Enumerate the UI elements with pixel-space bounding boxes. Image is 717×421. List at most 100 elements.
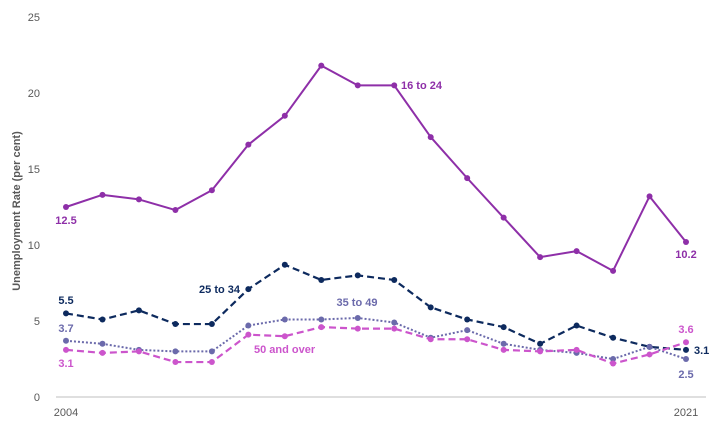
data-point [683,238,689,245]
data-point [610,334,617,341]
series-35-to-49 [63,314,689,362]
data-point [537,254,544,261]
y-tick-label: 20 [28,88,40,100]
label-layer: 16 to 24 25 to 34 35 to 49 50 and over 12.5 1… [55,80,709,381]
data-label: 3.6 [678,324,693,336]
data-point [683,346,689,353]
data-point [500,214,507,221]
data-point [63,346,69,353]
series-25-to-34 [63,261,689,353]
data-point [318,316,325,323]
data-point [646,193,653,200]
y-tick-label: 0 [34,392,40,404]
data-point [208,348,215,355]
data-point [135,348,142,355]
series-line [65,64,687,272]
data-point [500,346,507,353]
data-point [354,314,361,321]
series-name-label: 50 and over [254,344,316,356]
data-point [281,316,288,323]
data-point [610,356,617,362]
data-point [281,261,288,268]
data-point [500,324,507,331]
series-line [65,316,687,360]
data-point [573,346,580,353]
series-name-label: 25 to 34 [199,284,241,296]
series-line [65,325,687,365]
x-axis-ticks: 2004 2021 [54,407,698,419]
data-point [172,207,179,214]
data-point [63,337,69,344]
data-point [391,319,398,326]
data-point [245,322,252,329]
data-point [99,316,106,323]
data-label: 3.1 [694,345,709,357]
series-layer [63,62,689,367]
data-point [391,276,398,283]
data-point [354,325,361,332]
data-point [427,134,434,141]
data-label: 12.5 [55,215,76,227]
data-point [245,331,252,338]
data-point [427,336,434,343]
data-point [281,112,288,119]
series-line [65,263,687,351]
x-tick-label: 2004 [54,407,78,419]
data-point [318,276,325,283]
y-tick-label: 5 [34,316,40,328]
data-point [391,325,398,332]
data-point [99,340,106,347]
data-point [172,359,179,366]
data-point [208,359,215,366]
y-tick-label: 10 [28,240,40,252]
data-label: 5.5 [58,295,73,307]
data-point [537,340,544,347]
data-point [172,348,179,355]
data-point [135,307,142,314]
y-axis-ticks: 0 5 10 15 20 25 [28,12,40,404]
data-point [464,336,471,343]
series-name-label: 16 to 24 [401,80,443,92]
data-point [610,267,617,274]
data-point [281,333,288,340]
data-point [208,187,215,194]
data-point [573,248,580,255]
y-tick-label: 25 [28,12,40,24]
data-point [354,272,361,279]
y-axis-label: Unemployment Rate (per cent) [11,131,23,291]
data-label: 10.2 [675,249,696,261]
data-point [245,286,252,293]
data-point [63,204,69,210]
data-point [537,348,544,355]
data-label: 3.1 [58,358,73,370]
data-point [135,196,142,203]
data-point [99,191,106,198]
data-point [610,360,617,367]
data-point [683,339,689,346]
data-point [464,327,471,334]
data-point [646,343,653,350]
data-point [500,340,507,347]
y-tick-label: 15 [28,164,40,176]
data-point [464,316,471,323]
data-point [427,304,434,311]
series-16-to-24 [63,62,689,274]
series-name-label: 35 to 49 [337,297,378,309]
data-point [391,82,398,89]
data-point [683,356,689,362]
series-50-and-over [63,324,689,367]
data-point [354,82,361,89]
data-label: 2.5 [678,369,693,381]
data-point [464,175,471,182]
data-point [245,141,252,148]
data-label: 3.7 [58,323,73,335]
x-tick-label: 2021 [674,407,698,419]
data-point [172,321,179,328]
data-point [63,310,69,317]
data-point [646,351,653,358]
data-point [208,321,215,328]
data-point [318,324,325,331]
data-point [573,322,580,329]
